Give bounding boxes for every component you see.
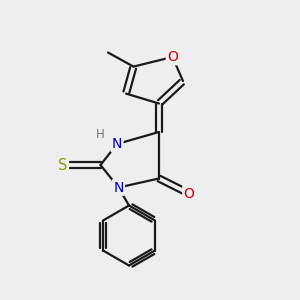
Text: O: O xyxy=(167,50,178,64)
Text: N: N xyxy=(113,181,124,194)
Text: H: H xyxy=(96,128,105,141)
Text: O: O xyxy=(184,187,194,200)
Text: S: S xyxy=(58,158,68,172)
Text: N: N xyxy=(112,137,122,151)
